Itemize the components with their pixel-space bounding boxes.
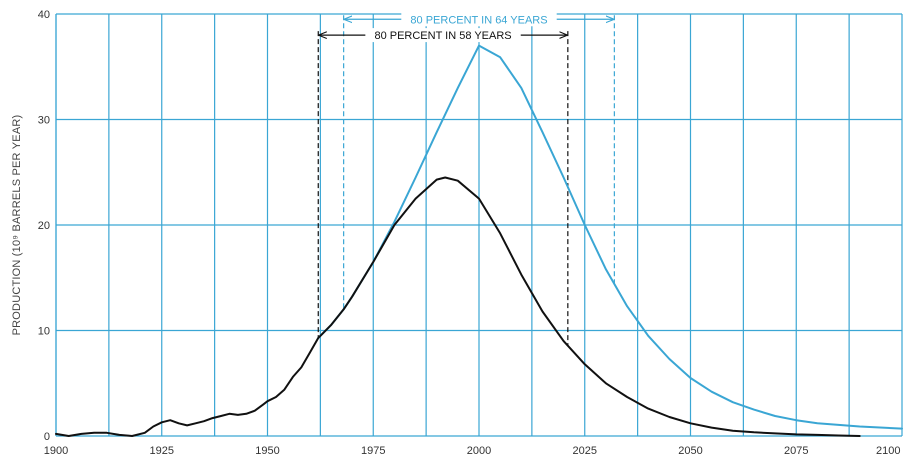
x-tick-label: 1925	[150, 445, 174, 457]
y-tick-label: 20	[38, 220, 50, 232]
x-tick-label: 1950	[255, 445, 279, 457]
y-tick-label: 10	[38, 326, 50, 338]
y-tick-label: 40	[38, 9, 50, 21]
x-tick-label: 2000	[467, 445, 491, 457]
x-tick-label: 1975	[361, 445, 385, 457]
y-axis-label: PRODUCTION (10⁹ BARRELS PER YEAR)	[11, 115, 23, 336]
x-tick-labels: 1900 1925 1950 1975 2000 2025 2050 2075 2100	[44, 445, 901, 457]
annotation-label: 80 PERCENT IN 64 YEARS	[410, 14, 547, 26]
annotations: 80 PERCENT IN 64 YEARS 80 PERCENT IN 58 Y…	[317, 12, 615, 346]
x-tick-label: 2025	[573, 445, 597, 457]
series-line-black	[55, 176, 861, 437]
annotation-label-bg	[401, 12, 557, 27]
x-tick-label: 2100	[876, 445, 900, 457]
x-tick-label: 1900	[44, 445, 68, 457]
y-tick-labels: 0 10 20 30 40	[38, 9, 50, 443]
x-tick-label: 2050	[678, 445, 702, 457]
x-tick-label: 2075	[784, 445, 808, 457]
y-tick-label: 30	[38, 115, 50, 127]
grid	[55, 13, 903, 437]
annotation-label: 80 PERCENT IN 58 YEARS	[374, 30, 511, 42]
y-tick-label: 0	[44, 431, 50, 443]
annotation-label-bg	[365, 28, 521, 43]
series-lines	[55, 44, 903, 437]
